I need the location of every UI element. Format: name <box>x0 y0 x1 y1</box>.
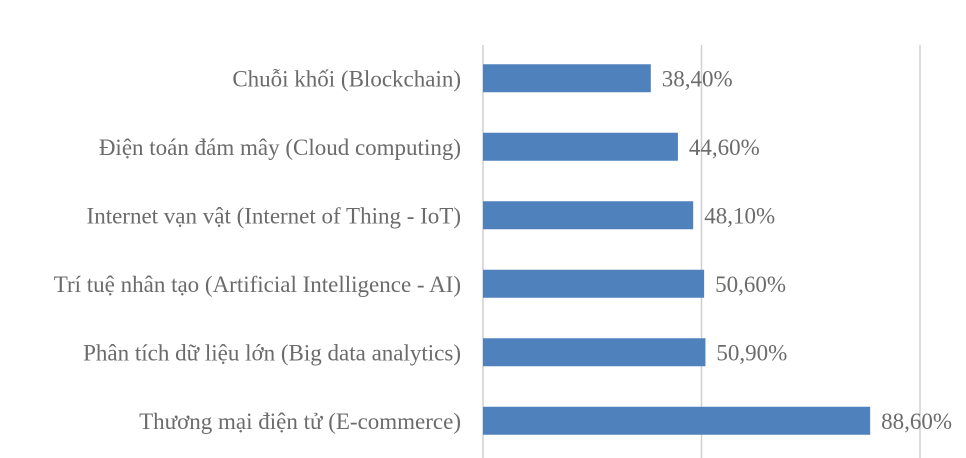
bar-5 <box>483 338 706 367</box>
value-label-6: 88,60% <box>881 409 952 434</box>
value-label-1: 38,40% <box>662 66 733 91</box>
value-label-3: 48,10% <box>704 203 775 228</box>
category-label-3: Internet vạn vật (Internet of Thing - Io… <box>87 203 461 228</box>
category-label-5: Phân tích dữ liệu lớn (Big data analytic… <box>83 340 461 365</box>
bar-4 <box>483 269 705 298</box>
bar-6 <box>483 406 871 435</box>
bar-2 <box>483 132 678 161</box>
value-label-2: 44,60% <box>689 135 760 160</box>
category-label-6: Thương mại điện tử (E-commerce) <box>139 409 461 434</box>
value-label-5: 50,90% <box>716 340 787 365</box>
value-label-4: 50,60% <box>715 272 786 297</box>
category-label-4: Trí tuệ nhân tạo (Artificial Intelligenc… <box>54 272 461 297</box>
bar-3 <box>483 201 694 230</box>
category-label-1: Chuỗi khối (Blockchain) <box>232 66 461 91</box>
bar-1 <box>483 64 651 93</box>
category-label-2: Điện toán đám mây (Cloud computing) <box>99 135 461 160</box>
